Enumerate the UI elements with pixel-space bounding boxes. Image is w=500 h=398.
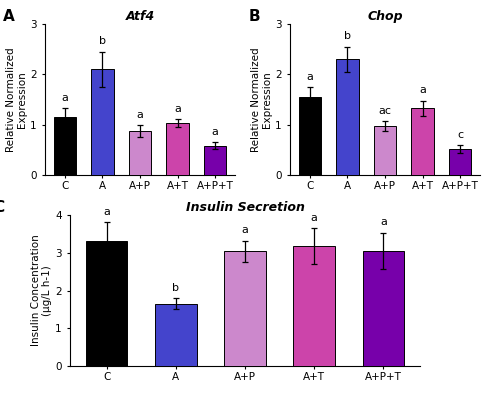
Bar (166, 123, 189, 175)
Bar (412, 108, 434, 175)
Bar (86, 241, 128, 366)
Text: a: a (419, 85, 426, 95)
Text: B: B (248, 9, 260, 24)
Text: a: a (306, 72, 314, 82)
Text: a: a (174, 104, 181, 114)
Title: Atf4: Atf4 (126, 10, 154, 23)
Bar (362, 251, 404, 366)
Bar (204, 146, 227, 175)
Text: a: a (62, 93, 68, 103)
Title: Chop: Chop (367, 10, 403, 23)
Bar (54, 117, 76, 175)
Text: b: b (344, 31, 351, 41)
Title: Insulin Secretion: Insulin Secretion (186, 201, 304, 214)
Text: b: b (172, 283, 180, 293)
Text: C: C (0, 200, 4, 215)
Bar (294, 246, 335, 366)
Bar (336, 59, 358, 175)
Text: a: a (212, 127, 218, 137)
Bar (224, 251, 266, 366)
Text: a: a (310, 213, 318, 223)
Bar (155, 304, 196, 366)
Text: b: b (99, 36, 106, 46)
Y-axis label: Relative Normalized
Expression: Relative Normalized Expression (250, 47, 272, 152)
Text: a: a (380, 217, 387, 227)
Bar (91, 69, 114, 175)
Text: a: a (136, 110, 143, 120)
Bar (449, 149, 471, 175)
Bar (128, 131, 152, 175)
Y-axis label: Insulin Concentration
(μg/L h-1): Insulin Concentration (μg/L h-1) (30, 235, 52, 346)
Text: c: c (457, 130, 463, 140)
Bar (298, 97, 321, 175)
Bar (374, 126, 396, 175)
Y-axis label: Relative Normalized
Expression: Relative Normalized Expression (6, 47, 28, 152)
Text: a: a (242, 225, 248, 235)
Text: a: a (103, 207, 110, 217)
Text: ac: ac (378, 106, 392, 116)
Text: A: A (3, 9, 15, 24)
